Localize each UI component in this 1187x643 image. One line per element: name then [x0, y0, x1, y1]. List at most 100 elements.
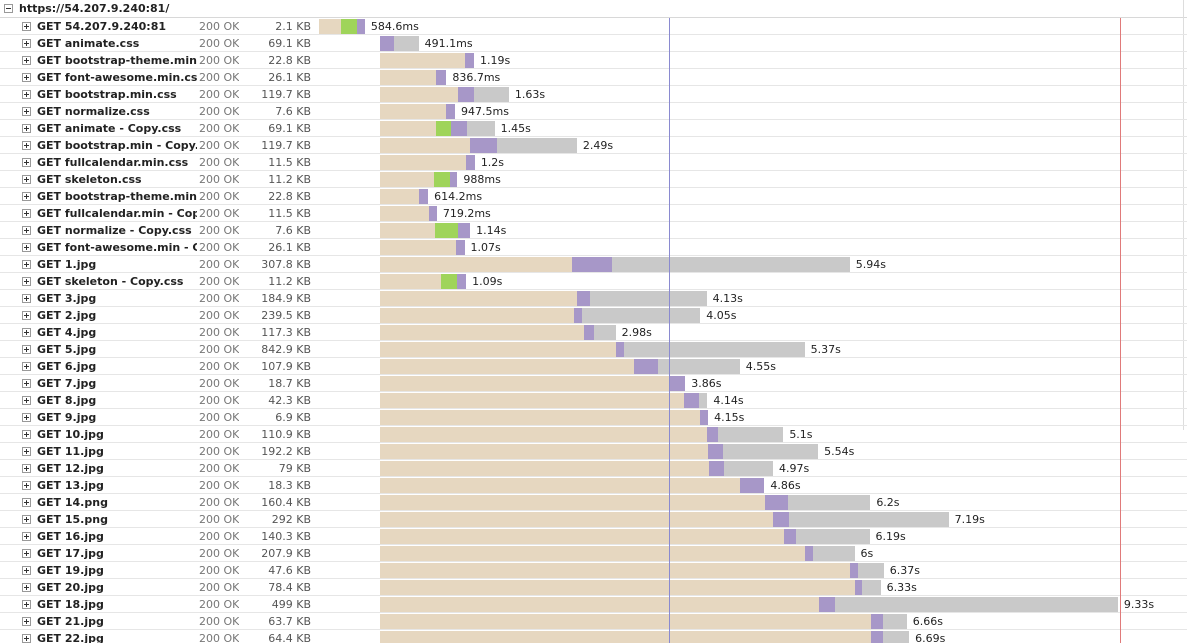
request-name: GET fullcalendar.min - Copy.: [37, 207, 197, 220]
request-row[interactable]: GET 6.jpg 200 OK 107.9 KB 4.55s: [0, 358, 1187, 375]
request-name: GET font-awesome.min.css: [37, 71, 197, 84]
expand-toggle[interactable]: [22, 260, 31, 269]
request-row[interactable]: GET bootstrap-theme.min -200 OK 22.8 KB 61…: [0, 188, 1187, 205]
request-row[interactable]: GET 54.207.9.240:81 200 OK 2.1 KB 584.6ms: [0, 18, 1187, 35]
expand-toggle[interactable]: [22, 566, 31, 575]
request-time: 6s: [860, 547, 874, 560]
expand-toggle[interactable]: [22, 345, 31, 354]
request-size: 499 KB: [271, 598, 311, 611]
request-row[interactable]: GET 14.png 200 OK 160.4 KB 6.2s: [0, 494, 1187, 511]
expand-toggle[interactable]: [22, 107, 31, 116]
request-row[interactable]: GET animate - Copy.css 200 OK 69.1 KB 1.45s: [0, 120, 1187, 137]
request-row[interactable]: GET 22.jpg 200 OK 64.4 KB 6.69s: [0, 630, 1187, 643]
request-size: 79 KB: [278, 462, 311, 475]
request-time: 2.49s: [582, 139, 614, 152]
expand-toggle[interactable]: [22, 175, 31, 184]
request-row[interactable]: GET 16.jpg 200 OK 140.3 KB 6.19s: [0, 528, 1187, 545]
request-status: 200 OK: [199, 343, 240, 356]
expand-toggle[interactable]: [22, 447, 31, 456]
request-row[interactable]: GET font-awesome.min - Co 200 OK 26.1 KB 1.…: [0, 239, 1187, 256]
expand-toggle[interactable]: [22, 277, 31, 286]
request-row[interactable]: GET 4.jpg 200 OK 117.3 KB 2.98s: [0, 324, 1187, 341]
request-row[interactable]: GET 18.jpg 200 OK 499 KB 9.33s: [0, 596, 1187, 613]
expand-toggle[interactable]: [22, 226, 31, 235]
expand-toggle[interactable]: [22, 634, 31, 643]
request-row[interactable]: GET 1.jpg 200 OK 307.8 KB 5.94s: [0, 256, 1187, 273]
collapse-toggle[interactable]: [4, 4, 13, 13]
request-row[interactable]: GET 13.jpg 200 OK 18.3 KB 4.86s: [0, 477, 1187, 494]
expand-toggle[interactable]: [22, 311, 31, 320]
request-row[interactable]: GET 21.jpg 200 OK 63.7 KB 6.66s: [0, 613, 1187, 630]
request-row[interactable]: GET 15.png 200 OK 292 KB 7.19s: [0, 511, 1187, 528]
request-time: 491.1ms: [424, 37, 473, 50]
expand-toggle[interactable]: [22, 481, 31, 490]
timing-bar: [708, 461, 724, 476]
request-row[interactable]: GET 8.jpg 200 OK 42.3 KB 4.14s: [0, 392, 1187, 409]
request-size: 110.9 KB: [261, 428, 311, 441]
expand-toggle[interactable]: [22, 498, 31, 507]
expand-toggle[interactable]: [22, 583, 31, 592]
expand-toggle[interactable]: [22, 39, 31, 48]
request-size: 117.3 KB: [261, 326, 311, 339]
expand-toggle[interactable]: [22, 243, 31, 252]
request-row[interactable]: GET fullcalendar.min - Copy. 200 OK 11.5 K…: [0, 205, 1187, 222]
expand-toggle[interactable]: [22, 328, 31, 337]
request-time: 5.1s: [789, 428, 813, 441]
expand-toggle[interactable]: [22, 192, 31, 201]
expand-toggle[interactable]: [22, 413, 31, 422]
request-row[interactable]: GET normalize.css 200 OK 7.6 KB 947.5ms: [0, 103, 1187, 120]
request-row[interactable]: GET 17.jpg 200 OK 207.9 KB 6s: [0, 545, 1187, 562]
request-row[interactable]: GET animate.css 200 OK 69.1 KB 491.1ms: [0, 35, 1187, 52]
expand-toggle[interactable]: [22, 430, 31, 439]
request-status: 200 OK: [199, 105, 240, 118]
expand-toggle[interactable]: [22, 464, 31, 473]
request-row[interactable]: GET fullcalendar.min.css 200 OK 11.5 KB 1.2…: [0, 154, 1187, 171]
request-row[interactable]: GET 19.jpg 200 OK 47.6 KB 6.37s: [0, 562, 1187, 579]
request-row[interactable]: GET 20.jpg 200 OK 78.4 KB 6.33s: [0, 579, 1187, 596]
request-size: 119.7 KB: [261, 139, 311, 152]
expand-toggle[interactable]: [22, 532, 31, 541]
request-row[interactable]: GET 5.jpg 200 OK 842.9 KB 5.37s: [0, 341, 1187, 358]
expand-toggle[interactable]: [22, 396, 31, 405]
request-row[interactable]: GET bootstrap.min.css 200 OK 119.7 KB 1.63s: [0, 86, 1187, 103]
request-row[interactable]: GET 11.jpg 200 OK 192.2 KB 5.54s: [0, 443, 1187, 460]
request-size: 64.4 KB: [268, 632, 311, 643]
request-row[interactable]: GET bootstrap.min - Copy.c 200 OK 119.7 KB…: [0, 137, 1187, 154]
request-row[interactable]: GET font-awesome.min.css 200 OK 26.1 KB 836…: [0, 69, 1187, 86]
expand-toggle[interactable]: [22, 209, 31, 218]
timing-bar: [440, 274, 458, 289]
request-time: 988ms: [463, 173, 501, 186]
timing-bar: [582, 308, 701, 323]
expand-toggle[interactable]: [22, 73, 31, 82]
request-status: 200 OK: [199, 462, 240, 475]
request-row[interactable]: GET skeleton.css 200 OK 11.2 KB 988ms: [0, 171, 1187, 188]
expand-toggle[interactable]: [22, 617, 31, 626]
expand-toggle[interactable]: [22, 362, 31, 371]
request-row[interactable]: GET 3.jpg 200 OK 184.9 KB 4.13s: [0, 290, 1187, 307]
request-time: 836.7ms: [452, 71, 501, 84]
timing-bar: [633, 359, 658, 374]
request-row[interactable]: GET normalize - Copy.css 200 OK 7.6 KB 1.14…: [0, 222, 1187, 239]
timing-bar: [379, 614, 872, 629]
expand-toggle[interactable]: [22, 294, 31, 303]
request-row[interactable]: GET 10.jpg 200 OK 110.9 KB 5.1s: [0, 426, 1187, 443]
expand-toggle[interactable]: [22, 124, 31, 133]
request-row[interactable]: GET 2.jpg 200 OK 239.5 KB 4.05s: [0, 307, 1187, 324]
expand-toggle[interactable]: [22, 158, 31, 167]
request-row[interactable]: GET skeleton - Copy.css 200 OK 11.2 KB 1.09…: [0, 273, 1187, 290]
expand-toggle[interactable]: [22, 379, 31, 388]
request-row[interactable]: GET bootstrap-theme.min.c 200 OK 22.8 KB 1.…: [0, 52, 1187, 69]
expand-toggle[interactable]: [22, 22, 31, 31]
request-row[interactable]: GET 7.jpg 200 OK 18.7 KB 3.86s: [0, 375, 1187, 392]
expand-toggle[interactable]: [22, 90, 31, 99]
host-header[interactable]: https://54.207.9.240:81/: [0, 0, 1187, 18]
timing-bar: [379, 104, 447, 119]
request-row[interactable]: GET 12.jpg 200 OK 79 KB 4.97s: [0, 460, 1187, 477]
expand-toggle[interactable]: [22, 56, 31, 65]
expand-toggle[interactable]: [22, 600, 31, 609]
request-name: GET 11.jpg: [37, 445, 104, 458]
request-row[interactable]: GET 9.jpg 200 OK 6.9 KB 4.15s: [0, 409, 1187, 426]
expand-toggle[interactable]: [22, 515, 31, 524]
expand-toggle[interactable]: [22, 549, 31, 558]
expand-toggle[interactable]: [22, 141, 31, 150]
